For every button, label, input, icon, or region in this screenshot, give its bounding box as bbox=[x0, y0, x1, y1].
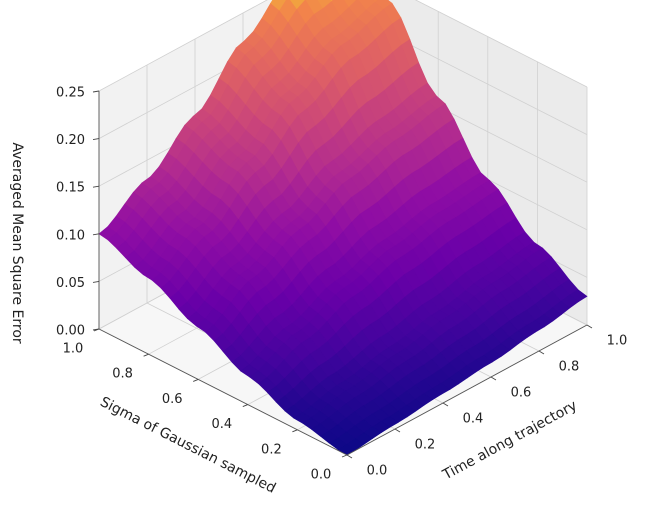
x-axis-label: Time along trajectory bbox=[439, 398, 579, 484]
y-tick-mark bbox=[292, 429, 298, 433]
axis-lines bbox=[98, 91, 588, 456]
x-tick-label: 0.0 bbox=[367, 464, 388, 479]
z-tick-mark bbox=[92, 138, 100, 141]
y-tick-mark bbox=[242, 404, 248, 408]
z-tick-mark bbox=[92, 328, 100, 331]
x-tick-label: 1.0 bbox=[607, 334, 628, 349]
z-tick-label: 0.15 bbox=[56, 181, 85, 196]
x-axis-line bbox=[346, 324, 588, 456]
y-tick-label: 0.8 bbox=[112, 367, 133, 382]
z-axis-label: Averaged Mean Square Error bbox=[9, 142, 25, 344]
z-tick-mark bbox=[92, 233, 100, 236]
tick-labels: 0.0 0.2 0.4 0.6 0.8 1.0 0.0 0.2 0.4 0.6 0.8 1.0 0.00… bbox=[56, 86, 627, 483]
y-tick-label: 0.6 bbox=[162, 392, 183, 407]
y-tick-label: 1.0 bbox=[63, 342, 84, 357]
z-tick-label: 0.00 bbox=[56, 324, 85, 339]
z-tick-mark bbox=[92, 90, 100, 93]
grid-line-z-right bbox=[414, 0, 588, 88]
z-tick-mark bbox=[92, 185, 100, 188]
y-tick-label: 0.4 bbox=[211, 417, 232, 432]
surface-plot bbox=[98, 0, 588, 456]
y-tick-mark bbox=[193, 378, 199, 382]
z-tick-label: 0.10 bbox=[56, 228, 85, 243]
z-tick-label: 0.20 bbox=[56, 133, 85, 148]
z-tick-label: 0.05 bbox=[56, 276, 85, 291]
y-tick-mark bbox=[341, 454, 348, 458]
y-tick-label: 0.0 bbox=[311, 468, 332, 483]
x-tick-label: 0.8 bbox=[559, 360, 580, 375]
x-tick-label: 0.6 bbox=[511, 386, 532, 401]
x-tick-mark bbox=[586, 324, 593, 329]
x-tick-mark bbox=[442, 402, 449, 407]
y-axis-line bbox=[98, 328, 348, 456]
z-tick-label: 0.25 bbox=[56, 86, 85, 101]
x-tick-mark bbox=[346, 454, 353, 459]
x-tick-mark bbox=[394, 428, 401, 433]
grid-line-z-back bbox=[98, 0, 268, 92]
x-tick-mark bbox=[490, 376, 497, 381]
y-tick-label: 0.2 bbox=[261, 442, 282, 457]
y-axis-label: Sigma of Gaussian sampled bbox=[97, 394, 278, 497]
y-tick-mark bbox=[143, 353, 149, 357]
x-tick-mark bbox=[538, 350, 545, 355]
x-tick-label: 0.4 bbox=[463, 412, 484, 427]
z-tick-mark bbox=[92, 280, 100, 283]
x-tick-label: 0.2 bbox=[415, 438, 436, 453]
